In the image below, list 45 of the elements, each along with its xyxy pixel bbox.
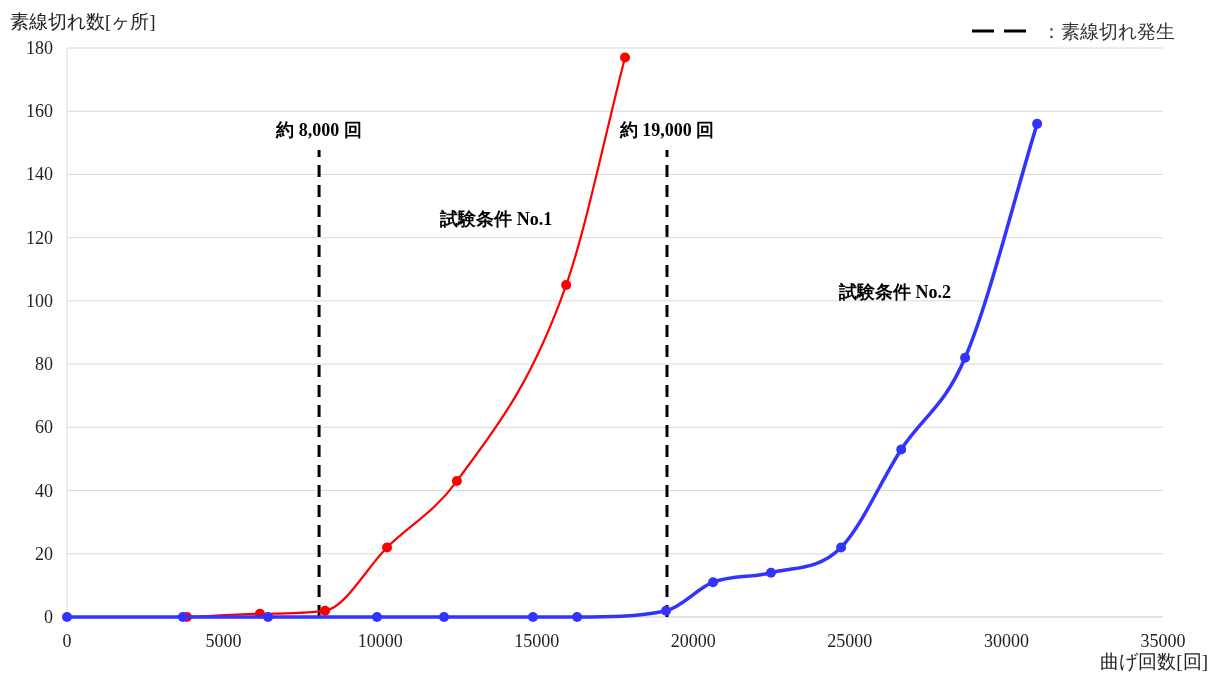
- x-tick-label: 5000: [205, 631, 242, 651]
- point: [572, 612, 583, 622]
- y-tick-label: 20: [35, 543, 53, 564]
- y-tick-label: 180: [26, 38, 53, 58]
- y-tick-label: 160: [26, 101, 53, 122]
- point: [320, 605, 331, 616]
- point: [382, 542, 393, 553]
- series-label: 試験条件 No.2: [838, 281, 952, 302]
- point: [1032, 118, 1043, 129]
- x-tick-label: 20000: [670, 631, 716, 651]
- y-tick-label: 40: [35, 480, 53, 501]
- y-tick-label: 80: [35, 354, 53, 375]
- legend-title: ：素線切れ発生: [1042, 20, 1175, 42]
- point: [177, 612, 188, 622]
- x-tick-label: 10000: [357, 631, 403, 651]
- point: [372, 612, 383, 622]
- y-tick-label: 60: [35, 417, 53, 438]
- x-axis-title: 曲げ回数[回]: [1100, 651, 1208, 672]
- point: [263, 612, 274, 622]
- point: [527, 612, 538, 622]
- y-tick-label: 140: [26, 164, 53, 185]
- point: [561, 280, 572, 291]
- x-tick-label: 30000: [983, 631, 1029, 651]
- point: [896, 444, 907, 455]
- x-tick-label: 35000: [1140, 631, 1186, 651]
- y-tick-label: 120: [26, 227, 53, 248]
- point: [836, 542, 847, 553]
- y-axis-title: 素線切れ数[ヶ所]: [10, 11, 156, 32]
- ref-line-label: 約 19,000 回: [618, 120, 715, 140]
- legend: ：素線切れ発生: [972, 20, 1175, 42]
- x-tick-label: 15000: [514, 631, 560, 651]
- y-tick-label: 100: [26, 290, 53, 311]
- x-tick-label: 25000: [827, 631, 873, 651]
- series-label: 試験条件 No.1: [439, 209, 553, 230]
- ref-line-label: 約 8,000 回: [275, 120, 362, 140]
- point: [708, 577, 719, 588]
- point: [765, 567, 776, 578]
- point: [439, 612, 450, 622]
- y-tick-label: 0: [44, 607, 53, 627]
- x-tick-label: 0: [62, 631, 72, 651]
- point: [62, 612, 72, 622]
- point: [960, 352, 971, 363]
- point: [620, 52, 631, 63]
- point: [661, 605, 672, 616]
- point: [451, 476, 462, 487]
